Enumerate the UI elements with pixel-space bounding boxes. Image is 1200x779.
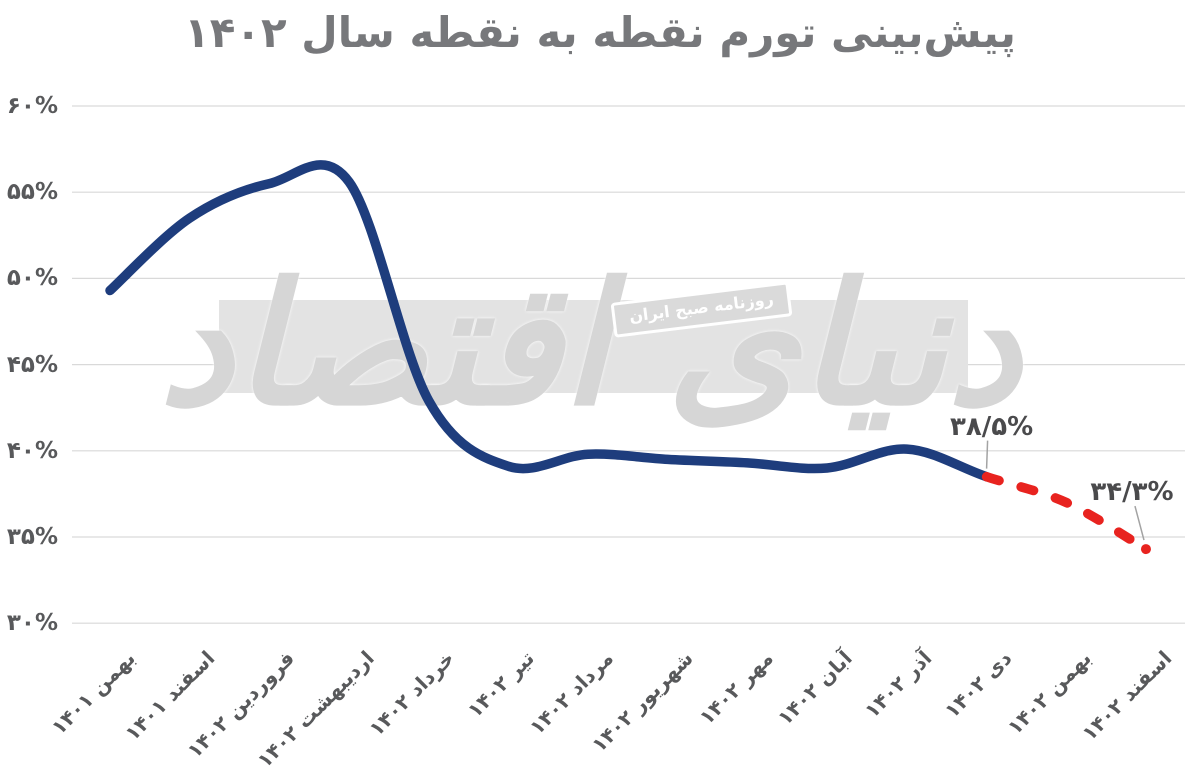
actual-inflation-line bbox=[105, 160, 992, 482]
y-tick-label: ۶۰% bbox=[6, 93, 58, 119]
y-tick-label: ۵۵% bbox=[6, 179, 58, 206]
watermark-band bbox=[219, 300, 968, 393]
watermark-logo-text: دنیای اقتصاد bbox=[158, 247, 1022, 443]
annotation-leader-line bbox=[985, 440, 989, 469]
y-tick-label: ۴۰% bbox=[6, 437, 58, 464]
forecast-end-dot bbox=[1140, 544, 1151, 555]
y-tick-label: ۳۰% bbox=[6, 610, 58, 637]
y-tick-label: ۳۵% bbox=[6, 524, 58, 550]
forecast-inflation-line bbox=[981, 471, 1151, 554]
data-label: ۳۸/۵% bbox=[950, 411, 1034, 442]
annotation-leader-line bbox=[1134, 505, 1145, 541]
y-tick-label: ۴۵% bbox=[6, 351, 58, 378]
y-tick-label: ۵۰% bbox=[6, 265, 58, 292]
chart-title: پیش‌بینی تورم نقطه به نقطه سال ۱۴۰۲ bbox=[184, 8, 1016, 57]
data-label: ۳۴/۳% bbox=[1090, 477, 1174, 508]
